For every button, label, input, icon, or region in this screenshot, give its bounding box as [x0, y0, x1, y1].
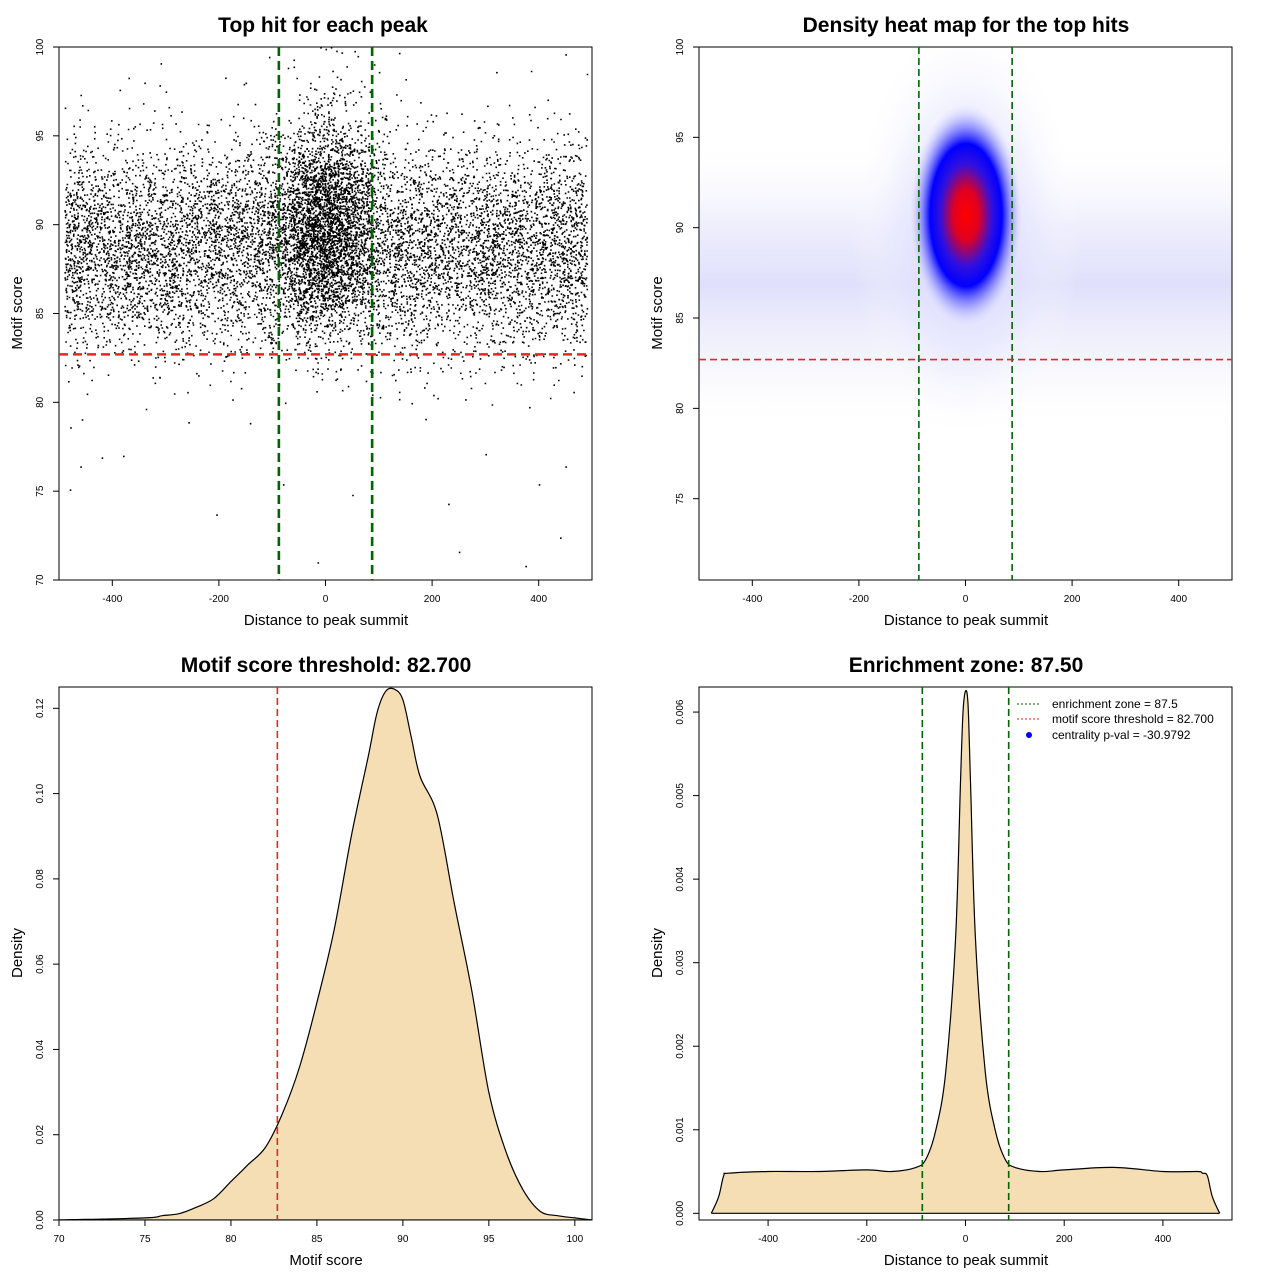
panel-distance-density: Enrichment zone: 87.50 -400 -200 0 200 400 0…: [649, 654, 1233, 1269]
x-tick-label: 0: [963, 1234, 969, 1245]
legend-pval-label: centrality p-val = -30.9792: [1052, 728, 1191, 742]
y-tick-label: 0.006: [675, 699, 686, 724]
chart-title: Motif score threshold: 82.700: [181, 654, 472, 677]
y-tick-label: 90: [35, 219, 46, 231]
y-tick-label: 90: [675, 222, 686, 234]
y-tick-label: 100: [675, 38, 686, 55]
x-tick-label: -200: [857, 1234, 877, 1245]
y-tick-label: 95: [675, 131, 686, 143]
legend-pval-point: [1026, 732, 1032, 738]
legend-threshold-label: motif score threshold = 82.700: [1052, 712, 1214, 726]
x-tick-label: 400: [530, 594, 547, 605]
y-axis-label: Density: [649, 927, 666, 978]
legend-enrichment-label: enrichment zone = 87.5: [1052, 697, 1178, 711]
panel-heatmap: Density heat map for the top hits -400 -2…: [649, 14, 1233, 629]
y-tick-label: 0.003: [675, 950, 686, 975]
y-tick-label: 75: [35, 485, 46, 497]
panel-scatter: Top hit for each peak -400 -200 0 200 400 70…: [9, 14, 593, 629]
y-axis: 0.000 0.001 0.002 0.003 0.004 0.005 0.006: [675, 699, 699, 1226]
y-axis: 75 80 85 90 95 100: [675, 38, 699, 504]
y-tick-label: 100: [35, 38, 46, 55]
y-tick-label: 0.04: [35, 1039, 46, 1059]
scatter-points: [64, 47, 589, 568]
heatmap-core: [908, 100, 1024, 330]
panel-score-density: Motif score threshold: 82.700 70 75 80 85 90…: [9, 654, 593, 1269]
x-tick-label: 100: [566, 1234, 583, 1245]
x-tick-label: 80: [225, 1234, 237, 1245]
scatter-point-cloud: [64, 47, 589, 568]
chart-title: Density heat map for the top hits: [803, 14, 1130, 37]
y-tick-label: 85: [35, 308, 46, 320]
x-tick-label: 75: [139, 1234, 151, 1245]
y-tick-label: 0.06: [35, 954, 46, 974]
x-tick-label: -400: [102, 594, 122, 605]
y-axis-label: Motif score: [649, 276, 666, 349]
y-axis-label: Density: [9, 927, 26, 978]
x-tick-label: 200: [1056, 1234, 1073, 1245]
density-curve: [59, 687, 592, 1220]
y-tick-label: 0.004: [675, 866, 686, 891]
y-axis-label: Motif score: [9, 276, 26, 349]
density-curve: [710, 689, 1221, 1214]
x-tick-label: 0: [323, 594, 329, 605]
reference-lines: [921, 687, 1010, 1220]
y-tick-label: 0.001: [675, 1117, 686, 1142]
x-axis-label: Distance to peak summit: [244, 612, 409, 629]
heatmap-density: [699, 47, 1232, 445]
y-axis: 70 75 80 85 90 95 100: [35, 38, 59, 586]
x-axis: -400 -200 0 200 400: [758, 1220, 1172, 1245]
x-tick-label: 85: [311, 1234, 323, 1245]
y-tick-label: 0.005: [675, 783, 686, 808]
x-tick-label: 90: [397, 1234, 409, 1245]
x-axis-label: Distance to peak summit: [884, 1252, 1049, 1269]
y-tick-label: 0.00: [35, 1210, 46, 1230]
legend: enrichment zone = 87.5 motif score thres…: [1017, 697, 1214, 742]
density-area: [710, 689, 1221, 1214]
x-tick-label: 70: [53, 1234, 65, 1245]
x-axis: -400 -200 0 200 400: [742, 580, 1187, 605]
x-axis-label: Distance to peak summit: [884, 612, 1049, 629]
y-tick-label: 75: [675, 493, 686, 505]
x-tick-label: -400: [758, 1234, 778, 1245]
density-fill: [59, 688, 592, 1220]
x-axis: -400 -200 0 200 400: [102, 580, 547, 605]
y-tick-label: 95: [35, 130, 46, 142]
density-fill: [711, 690, 1220, 1214]
x-tick-label: 400: [1155, 1234, 1172, 1245]
y-tick-label: 0.10: [35, 783, 46, 803]
x-tick-label: -400: [742, 594, 762, 605]
y-tick-label: 0.000: [675, 1200, 686, 1225]
y-tick-label: 80: [675, 402, 686, 414]
y-tick-label: 0.002: [675, 1033, 686, 1058]
y-tick-label: 70: [35, 574, 46, 586]
y-tick-label: 0.12: [35, 698, 46, 718]
chart-title: Top hit for each peak: [218, 14, 428, 37]
x-axis-label: Motif score: [289, 1252, 362, 1269]
y-axis: 0.00 0.02 0.04 0.06 0.08 0.10 0.12: [35, 698, 59, 1230]
plot-frame: [58, 46, 593, 581]
y-tick-label: 85: [675, 312, 686, 324]
density-area: [59, 687, 592, 1220]
y-tick-label: 80: [35, 396, 46, 408]
x-tick-label: 95: [483, 1234, 495, 1245]
x-axis: 70 75 80 85 90 95 100: [53, 1220, 584, 1245]
chart-title: Enrichment zone: 87.50: [849, 654, 1084, 677]
reference-lines: [699, 47, 1232, 580]
x-tick-label: -200: [209, 594, 229, 605]
y-tick-label: 0.08: [35, 869, 46, 889]
reference-lines: [59, 47, 592, 580]
x-tick-label: 0: [963, 594, 969, 605]
y-tick-label: 0.02: [35, 1125, 46, 1145]
x-tick-label: -200: [849, 594, 869, 605]
x-tick-label: 400: [1170, 594, 1187, 605]
x-tick-label: 200: [424, 594, 441, 605]
x-tick-label: 200: [1064, 594, 1081, 605]
